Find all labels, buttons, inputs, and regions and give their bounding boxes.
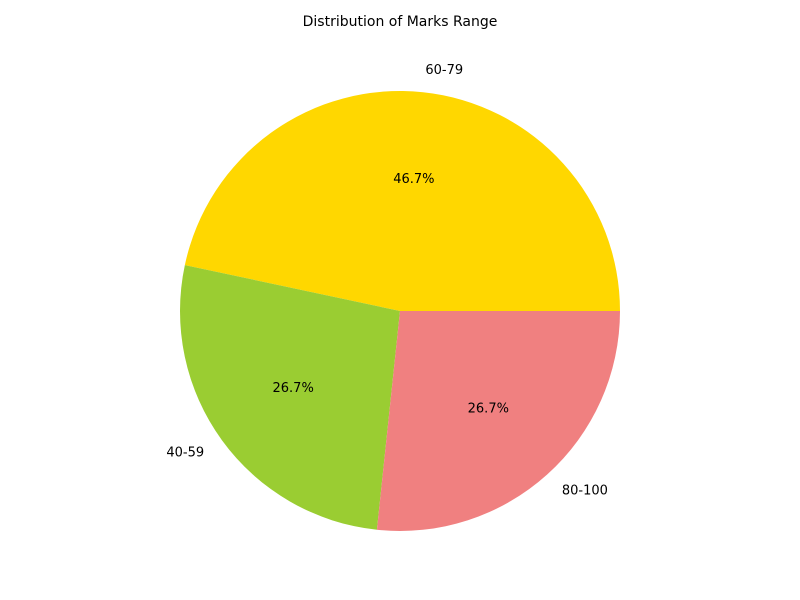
slice-percent-label: 46.7% xyxy=(393,172,434,187)
slice-percent-label: 26.7% xyxy=(468,402,509,417)
slice-category-label: 80-100 xyxy=(562,483,608,498)
slice-percent-label: 26.7% xyxy=(273,381,314,396)
slice-category-label: 60-79 xyxy=(425,63,463,78)
pie-slice-80-100 xyxy=(376,311,620,531)
pie-slice-60-79 xyxy=(184,91,620,311)
slice-category-label: 40-59 xyxy=(166,446,204,461)
pie-slice-40-59 xyxy=(180,265,400,530)
chart-title: Distribution of Marks Range xyxy=(302,14,498,30)
